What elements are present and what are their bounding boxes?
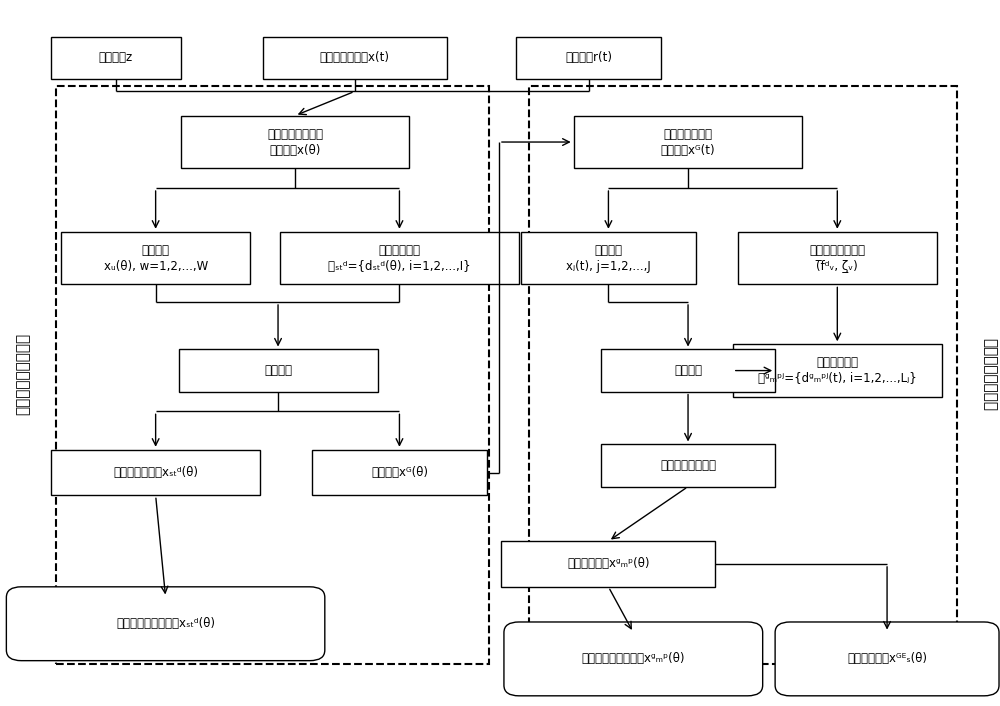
Text: 冲击调制信号提取: 冲击调制信号提取 [982,337,997,411]
FancyBboxPatch shape [61,232,250,285]
Text: 信号分段
xᵤ(θ), w=1,2,...,W: 信号分段 xᵤ(θ), w=1,2,...,W [104,244,208,273]
FancyBboxPatch shape [179,349,378,392]
Text: 平稳调制字典
𝐃ₛₜᵈ={dₛₜᵈ(θ), i=1,2,...,I}: 平稳调制字典 𝐃ₛₜᵈ={dₛₜᵈ(θ), i=1,2,...,I} [328,244,471,273]
FancyBboxPatch shape [312,450,487,496]
FancyBboxPatch shape [738,232,937,285]
Text: 局部型故障特征信号xᶢₘᵖ(θ): 局部型故障特征信号xᶢₘᵖ(θ) [582,652,685,665]
FancyBboxPatch shape [501,541,715,587]
Text: 冲击调制信号xᶢₘᵖ(θ): 冲击调制信号xᶢₘᵖ(θ) [567,558,650,570]
FancyBboxPatch shape [516,37,661,79]
FancyBboxPatch shape [51,37,181,79]
Text: 分布型故障特征信号xₛₜᵈ(θ): 分布型故障特征信号xₛₜᵈ(θ) [116,617,215,630]
Text: 非平稳振动信号x(t): 非平稳振动信号x(t) [320,51,390,64]
Text: 识别系统模态参数
(̅fᵈᵥ, ζ̲ᵥ): 识别系统模态参数 (̅fᵈᵥ, ζ̲ᵥ) [809,244,865,273]
Text: 构造冲击字典
𝐃ᶢₘᵖʲ={dᶢₘᵖʲ(t), i=1,2,...,Lⱼ}: 构造冲击字典 𝐃ᶢₘᵖʲ={dᶢₘᵖʲ(t), i=1,2,...,Lⱼ} [758,356,917,385]
Text: 齿轮齿数z: 齿轮齿数z [99,51,133,64]
FancyBboxPatch shape [521,232,696,285]
FancyBboxPatch shape [775,622,999,696]
FancyBboxPatch shape [263,37,447,79]
FancyBboxPatch shape [51,450,260,496]
FancyBboxPatch shape [280,232,519,285]
Text: 准平稳调制信号分离: 准平稳调制信号分离 [16,333,31,415]
Text: 准平稳调制信号xₛₜᵈ(θ): 准平稳调制信号xₛₜᵈ(θ) [113,466,198,479]
Text: 等角度间隔重采样
角域信号x(θ): 等角度间隔重采样 角域信号x(θ) [267,128,323,157]
Text: 等角度间隔重采样: 等角度间隔重采样 [660,459,716,472]
FancyBboxPatch shape [6,587,325,661]
Text: 匹配追踪: 匹配追踪 [674,364,702,377]
FancyBboxPatch shape [601,444,775,486]
Text: 剩余信号xᴳ(θ): 剩余信号xᴳ(θ) [371,466,428,479]
Text: 时间间隔重采样
时域信号xᴳ(t): 时间间隔重采样 时域信号xᴳ(t) [661,128,715,157]
Text: 转速信号r(t): 转速信号r(t) [565,51,612,64]
Text: 最终剩余信号xᴳᴱₛ(θ): 最终剩余信号xᴳᴱₛ(θ) [847,652,927,665]
Text: 信号分段
xⱼ(t), j=1,2,...,J: 信号分段 xⱼ(t), j=1,2,...,J [566,244,651,273]
Text: 匹配追踪: 匹配追踪 [264,364,292,377]
FancyBboxPatch shape [733,345,942,397]
FancyBboxPatch shape [504,622,763,696]
FancyBboxPatch shape [181,116,409,169]
FancyBboxPatch shape [574,116,802,169]
FancyBboxPatch shape [601,349,775,392]
